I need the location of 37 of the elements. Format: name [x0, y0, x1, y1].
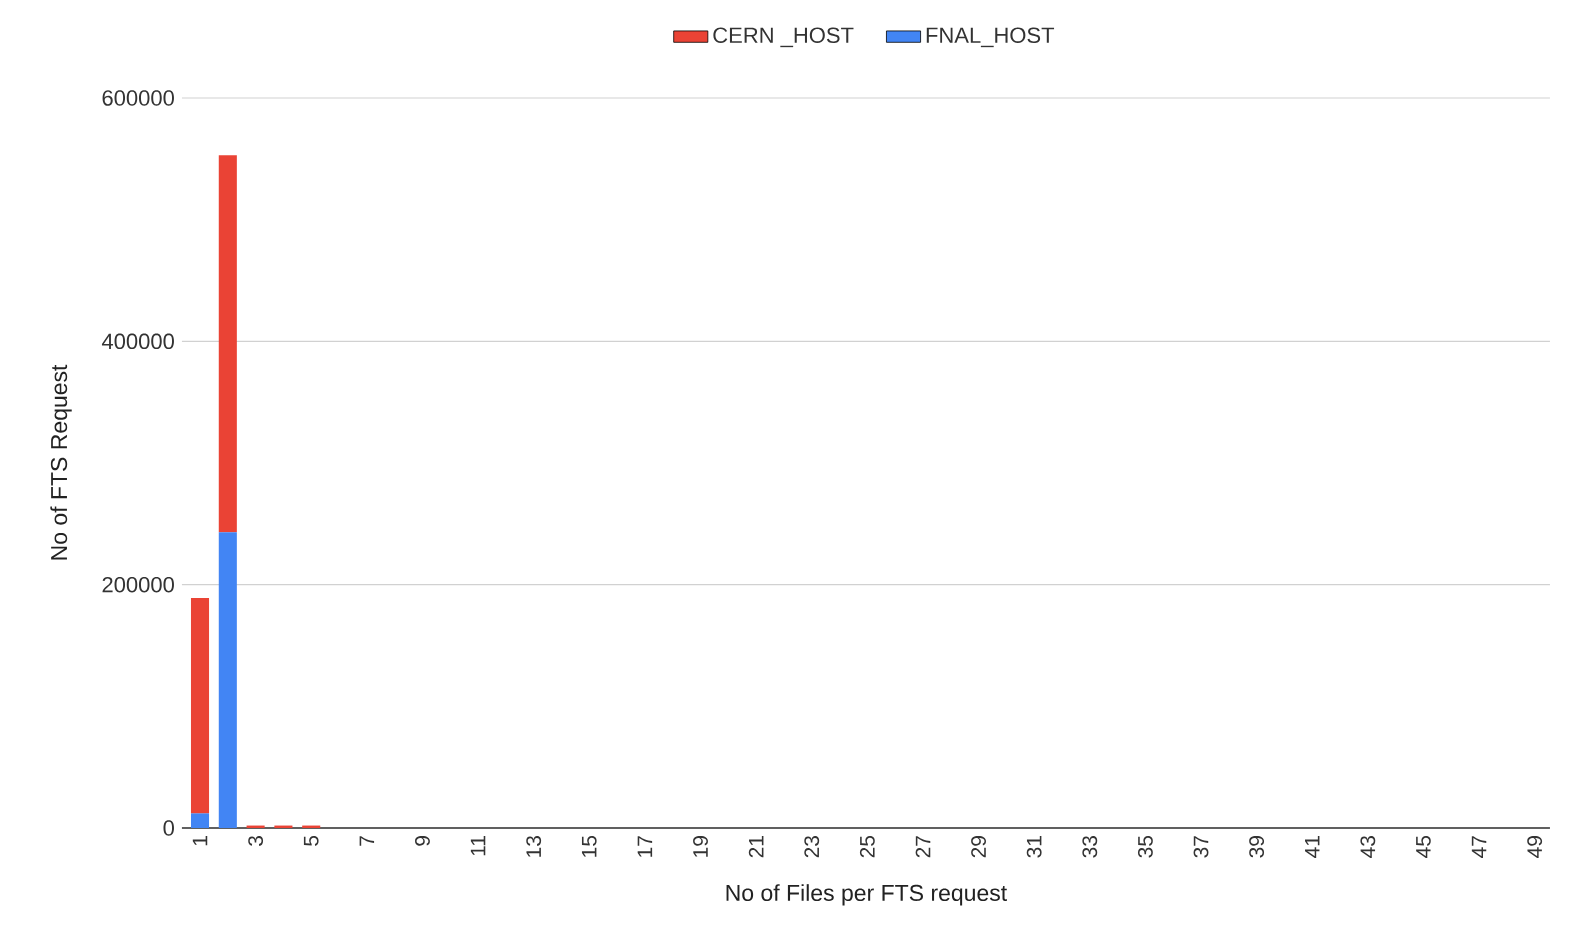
x-tick-label: 23	[804, 835, 820, 858]
x-tick-label: 15	[581, 835, 597, 857]
x-tick-label: 27	[915, 836, 931, 858]
x-tick-label: 43	[1360, 835, 1376, 858]
x-tick-label: 5	[303, 835, 319, 846]
y-tick-label: 400000	[101, 333, 174, 350]
x-tick-label: 11	[470, 836, 486, 856]
bar	[218, 155, 237, 533]
x-axis-title: No of Files per FTS request	[726, 884, 1007, 906]
x-tick-label: 29	[971, 836, 986, 858]
bar	[218, 532, 237, 828]
legend-label: FNAL_HOST	[926, 27, 1055, 48]
x-tick-label: 7	[359, 836, 375, 846]
bar	[190, 813, 210, 828]
x-tick-label: 19	[693, 836, 708, 857]
x-tick-label: 31	[1026, 836, 1042, 858]
x-tick-label: 9	[415, 836, 430, 846]
x-tick-label: 49	[1527, 836, 1543, 858]
bar	[190, 598, 210, 814]
x-tick-label: 33	[1082, 835, 1098, 858]
legend-label: CERN _HOST	[713, 27, 854, 48]
y-axis-title: No of FTS Request	[50, 364, 72, 560]
x-tick-label: 47	[1471, 836, 1487, 858]
y-tick-label: 600000	[102, 90, 174, 106]
x-tick-label: 17	[637, 836, 653, 857]
y-tick-label: 0	[163, 820, 174, 836]
x-tick-label: 13	[526, 835, 542, 857]
x-tick-label: 25	[859, 835, 875, 858]
x-tick-label: 1	[192, 836, 208, 846]
y-tick-label: 200000	[102, 576, 174, 593]
x-tick-label: 41	[1305, 836, 1320, 858]
x-tick-label: 37	[1193, 836, 1209, 858]
x-tick-label: 35	[1137, 835, 1153, 858]
x-tick-label: 21	[748, 836, 764, 858]
x-tick-label: 45	[1416, 835, 1431, 858]
x-tick-label: 3	[248, 835, 264, 846]
x-tick-label: 39	[1249, 836, 1265, 858]
